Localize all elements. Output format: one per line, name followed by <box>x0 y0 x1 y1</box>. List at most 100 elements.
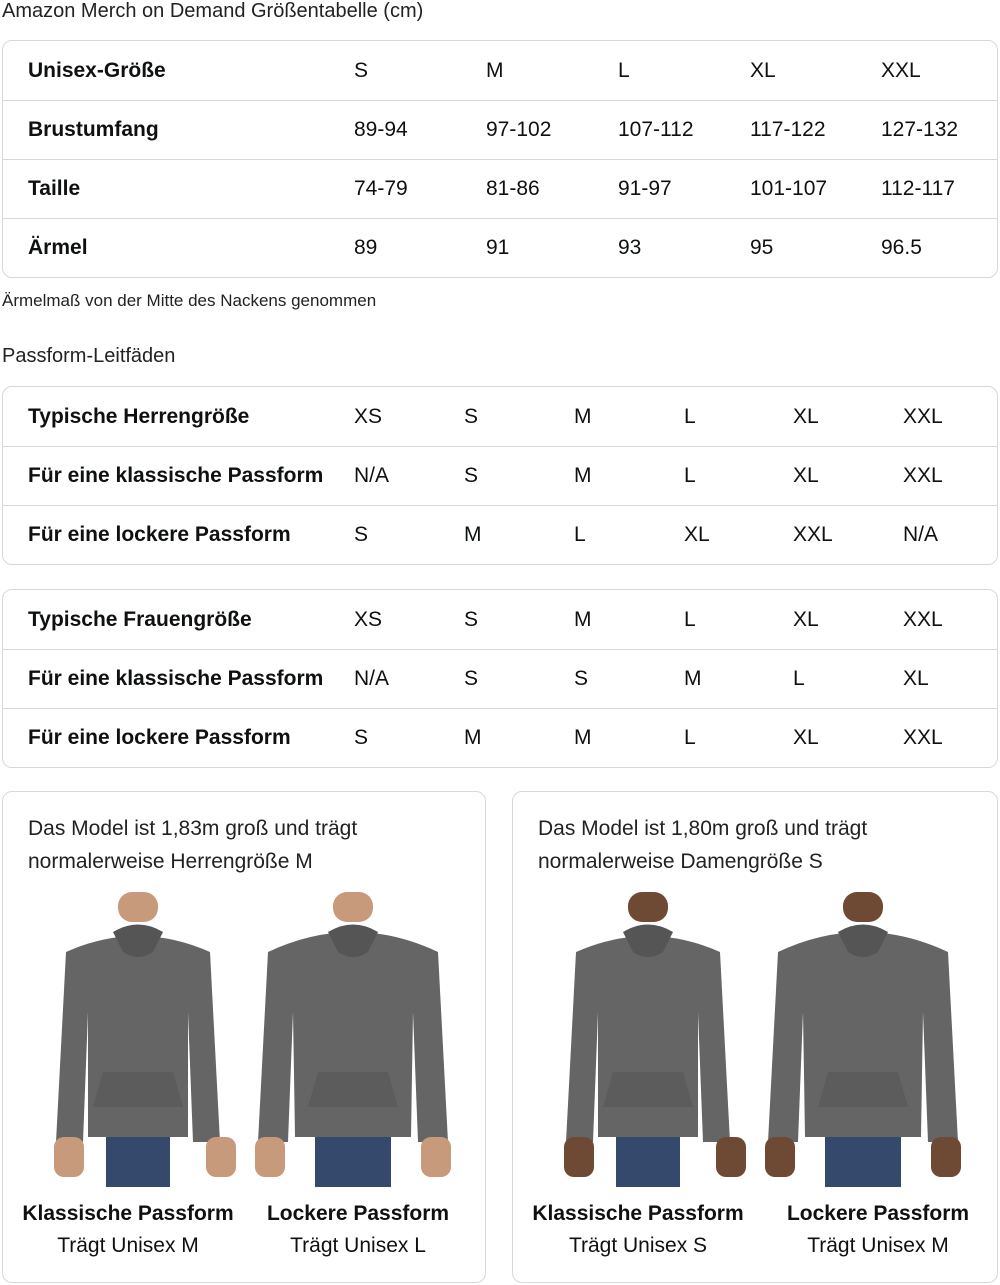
row-label: Für eine klassische Passform <box>28 667 324 690</box>
hoodie-model-image <box>765 892 961 1187</box>
table-cell: M <box>684 667 702 690</box>
table-cell: XL <box>903 667 929 690</box>
table-cell: 117-122 <box>750 118 826 141</box>
table-cell: XL <box>793 404 819 428</box>
table-cell: 127-132 <box>881 118 959 141</box>
table-cell: XXL <box>903 726 943 749</box>
table-cell: 101-107 <box>750 177 828 200</box>
caption-line: Das Model ist 1,80m groß und trägt <box>538 817 868 840</box>
fit-name: Klassische Passform <box>22 1202 234 1225</box>
fit-name: Klassische Passform <box>532 1202 744 1225</box>
table-cell: M <box>574 404 592 428</box>
table-cell: XS <box>354 607 383 631</box>
table-cell: L <box>684 726 696 749</box>
table-cell: N/A <box>354 464 390 487</box>
row-label: Für eine lockere Passform <box>28 523 291 546</box>
table-cell: L <box>684 607 696 631</box>
hoodie-model-image <box>564 892 746 1187</box>
model-card-men: Das Model ist 1,83m groß und trägt normal… <box>2 791 486 1283</box>
table-cell: S <box>464 404 479 428</box>
table-cell: S <box>464 607 479 631</box>
table-row: Typische Herrengröße XS S M L XL XXL <box>3 387 997 446</box>
caption-line: normalerweise Damengröße S <box>538 850 823 873</box>
table-row: Taille 74-79 81-86 91-97 101-107 112-117 <box>3 159 997 218</box>
fit-label: Klassische Passform Trägt Unisex M <box>13 1202 243 1258</box>
table-cell: S <box>354 726 369 749</box>
table-cell: S <box>354 523 369 546</box>
table-cell: S <box>464 464 479 487</box>
table-cell: N/A <box>903 523 939 546</box>
table-cell: 91 <box>486 236 510 259</box>
table-row: Für eine klassische Passform N/A S M L XL XXL <box>3 446 997 505</box>
table-cell: M <box>574 726 592 749</box>
table-cell: M <box>574 464 592 487</box>
table-cell: XXL <box>903 607 943 631</box>
fit-label: Klassische Passform Trägt Unisex S <box>523 1202 753 1258</box>
hoodie-model-image <box>54 892 236 1187</box>
table-cell: 97-102 <box>486 118 552 141</box>
table-cell: 89-94 <box>354 118 408 141</box>
page-title: Amazon Merch on Demand Größentabelle (cm… <box>2 0 424 22</box>
row-label: Typische Frauengröße <box>28 607 252 631</box>
table-cell: L <box>684 464 696 487</box>
fit-name: Lockere Passform <box>786 1202 970 1225</box>
row-label: Typische Herrengröße <box>28 404 250 428</box>
table-cell: M <box>464 726 482 749</box>
fit-size: Trägt Unisex S <box>568 1234 708 1257</box>
model-caption: Das Model ist 1,83m groß und trägt normal… <box>28 812 357 878</box>
row-label: Brustumfang <box>28 118 159 141</box>
table-cell: N/A <box>354 667 390 690</box>
row-label: Unisex-Größe <box>28 58 166 82</box>
table-cell: 93 <box>618 236 642 259</box>
fit-size: Trägt Unisex M <box>807 1234 949 1257</box>
model-figure <box>253 892 453 1192</box>
table-cell: XXL <box>903 464 943 487</box>
caption-line: normalerweise Herrengröße M <box>28 850 313 873</box>
row-label: Taille <box>28 177 81 200</box>
table-cell: L <box>793 667 805 690</box>
fit-guide-title: Passform-Leitfäden <box>2 345 176 367</box>
table-cell: L <box>618 58 630 82</box>
table-cell: XXL <box>903 404 943 428</box>
table-cell: 96.5 <box>881 236 922 259</box>
table-cell: XS <box>354 404 383 428</box>
table-cell: 89 <box>354 236 378 259</box>
size-table: Unisex-Größe S M L XL XXL Brustumfang 89-94 97-1… <box>2 40 998 278</box>
table-cell: S <box>464 667 479 690</box>
model-figure <box>38 892 238 1192</box>
model-figure <box>763 892 963 1192</box>
fit-name: Lockere Passform <box>266 1202 450 1225</box>
table-row: Für eine lockere Passform S M L XL XXL N/A <box>3 505 997 564</box>
table-cell: M <box>574 607 592 631</box>
table-row: Unisex-Größe S M L XL XXL <box>3 41 997 100</box>
table-cell: 81-86 <box>486 177 540 200</box>
table-row: Für eine klassische Passform N/A S S M L XL <box>3 649 997 708</box>
women-fit-table: Typische Frauengröße XS S M L XL XXL Für eine k… <box>2 589 998 768</box>
table-cell: L <box>684 404 696 428</box>
fit-label: Lockere Passform Trägt Unisex M <box>763 1202 993 1258</box>
caption-line: Das Model ist 1,83m groß und trägt <box>28 817 358 840</box>
table-cell: 107-112 <box>618 118 694 141</box>
table-cell: XL <box>684 523 710 546</box>
row-label: Für eine lockere Passform <box>28 726 291 749</box>
men-fit-table: Typische Herrengröße XS S M L XL XXL Für eine k… <box>2 386 998 565</box>
model-card-women: Das Model ist 1,80m groß und trägt normal… <box>512 791 998 1283</box>
table-cell: XL <box>793 607 819 631</box>
table-cell: 95 <box>750 236 774 259</box>
table-row: Typische Frauengröße XS S M L XL XXL <box>3 590 997 649</box>
model-figure <box>548 892 748 1192</box>
model-caption: Das Model ist 1,80m groß und trägt normal… <box>538 812 867 878</box>
table-cell: L <box>574 523 586 546</box>
fit-size: Trägt Unisex M <box>57 1234 199 1257</box>
table-cell: S <box>574 667 589 690</box>
table-cell: 112-117 <box>881 177 955 200</box>
table-cell: S <box>354 58 369 82</box>
fit-size: Trägt Unisex L <box>290 1234 426 1257</box>
table-row: Brustumfang 89-94 97-102 107-112 117-122 127-… <box>3 100 997 159</box>
row-label: Für eine klassische Passform <box>28 464 324 487</box>
table-cell: M <box>486 58 504 82</box>
table-cell: XL <box>750 58 776 82</box>
table-cell: 91-97 <box>618 177 672 200</box>
sleeve-note: Ärmelmaß von der Mitte des Nackens genom… <box>2 291 377 310</box>
table-cell: 74-79 <box>354 177 408 200</box>
